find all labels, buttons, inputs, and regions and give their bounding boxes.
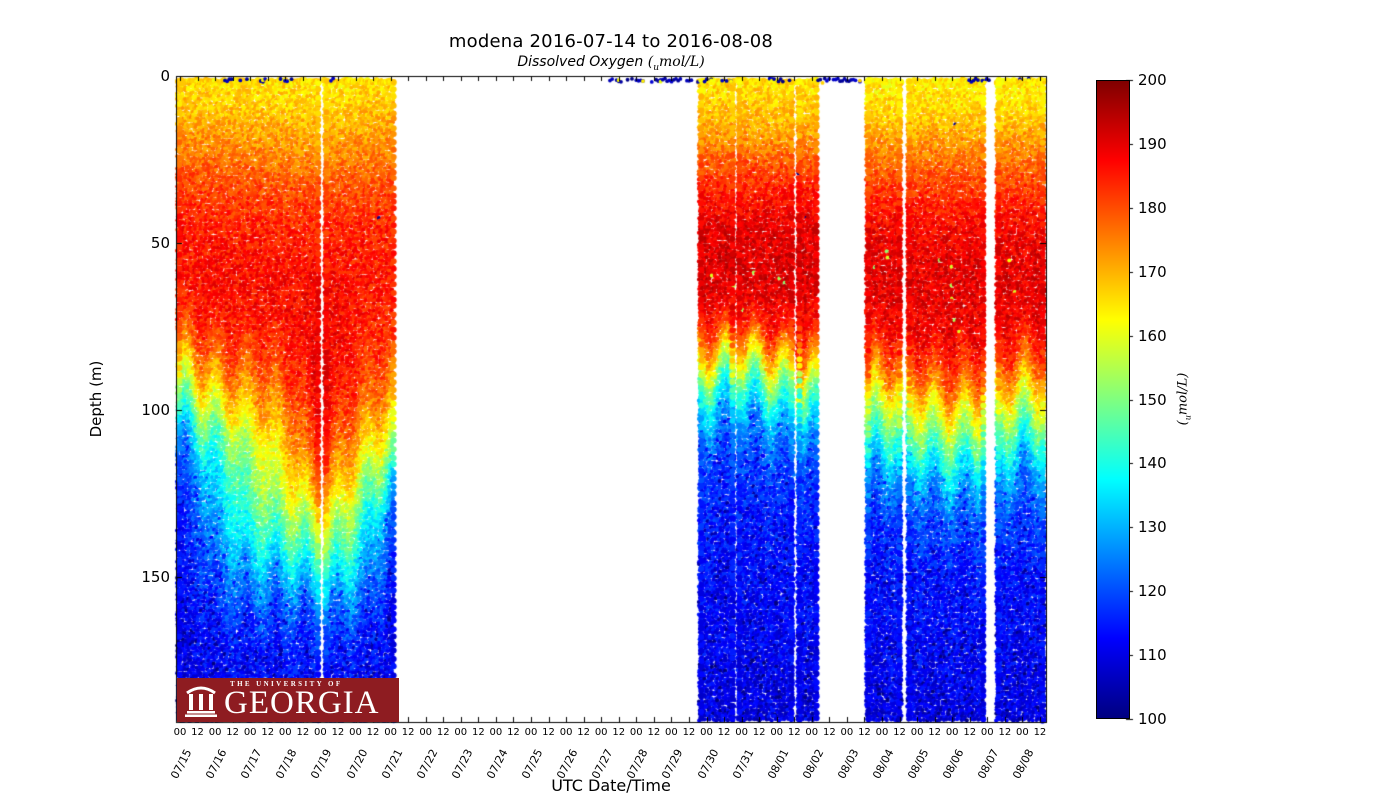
x-hour-label: 12 [647, 727, 661, 738]
uga-logo-line1: THE UNIVERSITY OF [230, 679, 343, 688]
y-tick-label: 50 [150, 234, 170, 252]
x-hour-label: 00 [840, 727, 854, 738]
plot-title: modena 2016-07-14 to 2016-08-08 [448, 31, 774, 52]
x-hour-label: 00 [910, 727, 924, 738]
colorbar-tick-label: 170 [1138, 262, 1167, 281]
x-hour-label: 00 [524, 727, 538, 738]
colorbar-tick-label: 200 [1138, 71, 1167, 89]
x-hour-label: 00 [980, 727, 994, 738]
colorbar-unit-label: (umol/L) [1175, 372, 1193, 426]
subtitle-subscript: u [653, 62, 659, 73]
plot-subtitle: Dissolved Oxygen (umol/L) [176, 54, 1046, 73]
x-hour-label: 00 [945, 727, 959, 738]
subtitle-units: mol/L [658, 54, 700, 70]
x-hour-label: 12 [963, 727, 977, 738]
x-hour-label: 12 [682, 727, 696, 738]
x-hour-label: 00 [314, 727, 327, 738]
colorbar-tick-label: 150 [1138, 390, 1167, 409]
colorbar-tick-label: 180 [1138, 198, 1167, 217]
x-hour-label: 00 [629, 727, 643, 738]
x-hour-label: 12 [226, 727, 239, 738]
uga-logo-text: THE UNIVERSITY OF GEORGIA [224, 679, 380, 721]
x-hour-label: 00 [594, 727, 608, 738]
uga-arch-icon [185, 686, 217, 717]
x-hour-label: 12 [858, 727, 871, 738]
x-hour-label: 12 [928, 727, 941, 738]
y-axis-label: Depth (m) [87, 360, 105, 438]
y-tick-label: 0 [160, 67, 170, 85]
x-hour-label: 12 [717, 727, 731, 738]
colorbar-tick-label: 100 [1138, 710, 1167, 728]
x-hour-label: 00 [700, 727, 713, 738]
x-hour-label: 12 [191, 727, 204, 738]
x-hour-label: 12 [577, 727, 590, 738]
x-hour-label: 12 [752, 727, 766, 738]
x-hour-label: 12 [612, 727, 626, 738]
x-hour-label: 00 [173, 727, 187, 738]
x-hour-label: 12 [366, 727, 380, 738]
x-hour-label: 12 [507, 727, 520, 738]
subtitle-close-paren: ) [699, 54, 705, 70]
x-hour-label: 12 [1033, 727, 1047, 738]
x-hour-label: 12 [436, 727, 450, 738]
subtitle-open-paren: ( [647, 54, 654, 70]
subtitle-main: Dissolved Oxygen [517, 54, 648, 70]
colorbar [1096, 80, 1130, 719]
x-hour-label: 12 [822, 727, 836, 738]
colorbar-tick-label: 120 [1138, 582, 1167, 601]
x-hour-label: 00 [243, 727, 257, 738]
x-hour-label: 12 [331, 727, 345, 738]
x-hour-label: 00 [384, 727, 397, 738]
x-hour-label: 12 [296, 727, 310, 738]
y-tick-label: 150 [141, 568, 170, 587]
x-hour-label: 12 [787, 727, 801, 738]
colorbar-tick-label: 160 [1138, 326, 1167, 345]
x-hour-label: 12 [261, 727, 275, 738]
x-hour-label: 00 [278, 727, 292, 738]
x-hour-label: 12 [542, 727, 555, 738]
x-hour-label: 00 [454, 727, 468, 738]
x-axis-label: UTC Date/Time [551, 776, 671, 795]
y-tick-label: 100 [141, 401, 170, 420]
colorbar-tick-label: 140 [1138, 454, 1167, 473]
colorbar-tick-label: 190 [1138, 134, 1167, 153]
uga-logo-line2: GEORGIA [224, 684, 380, 721]
x-hour-label: 00 [735, 727, 748, 738]
uga-logo: THE UNIVERSITY OF GEORGIA [177, 678, 399, 722]
x-hour-label: 12 [471, 727, 485, 738]
x-hour-label: 00 [805, 727, 819, 738]
x-hour-label: 12 [401, 727, 415, 738]
x-hour-label: 00 [489, 727, 503, 738]
x-hour-label: 00 [208, 727, 222, 738]
x-hour-label: 00 [349, 727, 362, 738]
x-hour-label: 12 [893, 727, 906, 738]
colorbar-tick-label: 130 [1138, 518, 1167, 537]
x-hour-label: 00 [419, 727, 433, 738]
x-hour-label: 00 [1016, 727, 1029, 738]
x-hour-label: 00 [875, 727, 889, 738]
x-hour-label: 00 [559, 727, 573, 738]
x-hour-label: 12 [998, 727, 1012, 738]
x-hour-label: 00 [665, 727, 678, 738]
colorbar-tick-label: 110 [1138, 646, 1167, 665]
x-hour-label: 00 [770, 727, 784, 738]
